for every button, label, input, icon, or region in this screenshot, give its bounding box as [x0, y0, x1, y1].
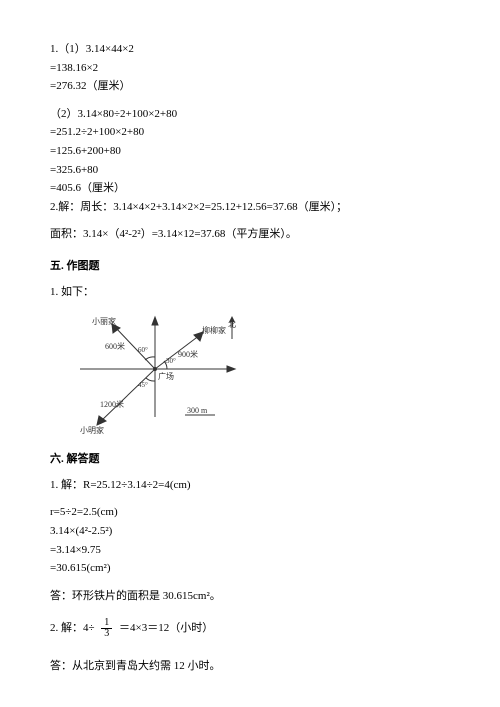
p1-line8: =405.6（厘米）: [50, 180, 450, 198]
p1-line4: （2）3.14×80÷2+100×2+80: [50, 106, 450, 124]
p2-line1: 2.解：周长：3.14×4×2+3.14×2×2=25.12+12.56=37.…: [50, 199, 450, 217]
fraction-icon: 1 3: [101, 618, 112, 639]
section5-title: 五. 作图题: [50, 258, 450, 276]
compass-diagram: 北 小丽家 柳柳家 小明家 广场 600米 900米 1200米 300 m 6…: [60, 307, 250, 437]
section6-title: 六. 解答题: [50, 451, 450, 469]
p1-line2: =138.16×2: [50, 60, 450, 78]
s6p1-ans: 答：环形铁片的面积是 30.615cm²。: [50, 588, 450, 606]
section5-item1: 1. 如下：: [50, 284, 450, 302]
s6p1-l4: =3.14×9.75: [50, 542, 450, 560]
frac-den: 3: [101, 629, 112, 639]
diagram-angle-60: 60°: [138, 346, 148, 354]
p1-line3: =276.32（厘米）: [50, 78, 450, 96]
s6p1-l1: 1. 解：R=25.12÷3.14÷2=4(cm): [50, 477, 450, 495]
diagram-dist-1200: 1200米: [100, 399, 124, 409]
diagram-topleft-label: 小丽家: [92, 316, 116, 326]
diagram-angle-45: 45°: [138, 381, 148, 389]
p2-line2: 面积：3.14×（4²-2²）=3.14×12=37.68（平方厘米）。: [50, 226, 450, 244]
s6p2-ans: 答：从北京到青岛大约需 12 小时。: [50, 658, 450, 676]
diagram-center-label: 广场: [158, 371, 174, 381]
diagram-dist-300: 300 m: [187, 406, 208, 415]
s6p2-line: 2. 解：4÷ 1 3 ＝4×3＝12（小时）: [50, 618, 450, 639]
s6p2-suffix: ＝4×3＝12（小时）: [119, 622, 213, 634]
s6p2-prefix: 2. 解：4÷: [50, 622, 95, 634]
p1-line1: 1.（1）3.14×44×2: [50, 41, 450, 59]
p1-line5: =251.2÷2+100×2+80: [50, 124, 450, 142]
diagram-dist-600: 600米: [105, 341, 125, 351]
diagram-topright-label: 柳柳家: [202, 325, 226, 335]
diagram-dist-900: 900米: [178, 349, 198, 359]
p1-line6: =125.6+200+80: [50, 143, 450, 161]
diagram-angle-30: 30°: [166, 357, 176, 365]
s6p1-l2: r=5÷2=2.5(cm): [50, 504, 450, 522]
s6p1-l5: =30.615(cm²): [50, 560, 450, 578]
s6p1-l3: 3.14×(4²-2.5²): [50, 523, 450, 541]
p1-line7: =325.6+80: [50, 162, 450, 180]
diagram-bottomleft-label: 小明家: [80, 425, 104, 435]
